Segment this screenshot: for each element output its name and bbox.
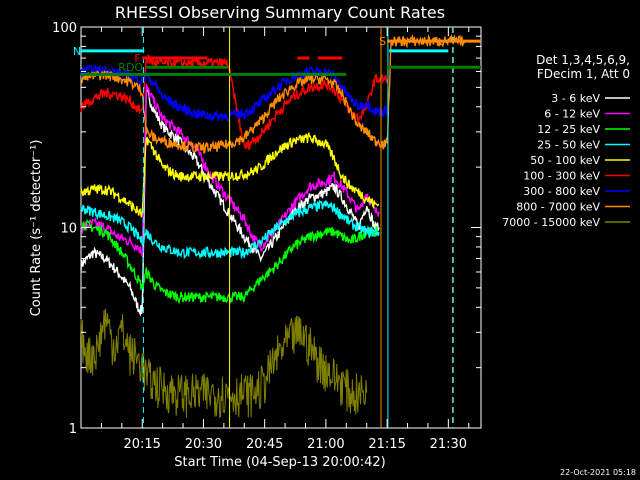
y-axis-label: Count Rate (s⁻¹ detector⁻¹) [29,140,44,317]
flag-label-4: N [73,45,81,58]
legend-label: 800 - 7000 keV [516,201,600,214]
x-tick-label: 21:15 [368,437,405,452]
y-axis: 1 10 100 [52,21,481,437]
y-tick-label: 10 [60,222,77,237]
x-axis-label: Start Time (04-Sep-13 20:00:42) [174,455,385,470]
footer-date: 22-Oct-2021 05:18 [560,468,636,477]
x-axis: 20:15 20:30 20:45 21:00 21:15 21:30 [100,27,470,452]
legend-entry: 300 - 800 keV [523,185,630,198]
series-line-9 [80,308,368,419]
x-tick-label: 21:00 [307,437,344,452]
legend-entry: 100 - 300 keV [523,170,630,183]
flag-label-6: S [379,35,386,48]
series-line-6 [80,54,388,151]
y-tick-label: 100 [52,21,77,36]
legend-header-line-2: FDecim 1, Att 0 [537,67,630,81]
legend-label: 300 - 800 keV [523,185,600,198]
legend-header-line-1: Det 1,3,4,5,6,9, [536,53,630,67]
legend-label: 50 - 100 keV [530,154,600,167]
x-tick-label: 20:45 [246,437,283,452]
y-tick-label: 1 [69,422,77,437]
x-tick-label: 20:15 [123,437,160,452]
legend-label: 12 - 25 keV [537,123,600,136]
legend-label: 6 - 12 keV [544,108,600,121]
legend: Det 1,3,4,5,6,9, FDecim 1, Att 0 3 - 6 k… [502,53,630,229]
legend-entry: 50 - 100 keV [530,154,630,167]
x-tick-label: 20:30 [185,437,222,452]
chart-title: RHESSI Observing Summary Count Rates [115,3,445,22]
legend-entry: 7000 - 15000 keV [502,216,630,229]
legend-label: 3 - 6 keV [551,92,600,105]
plot-area: F N S RDO [73,26,482,429]
legend-label: 25 - 50 keV [537,139,600,152]
legend-label: 7000 - 15000 keV [502,216,600,229]
legend-label: 100 - 300 keV [523,170,600,183]
flag-label-1: F [134,52,140,65]
legend-entry: 12 - 25 keV [537,123,630,136]
series-line-7 [80,64,388,123]
flag-label-7: RDO [118,61,143,74]
legend-entry: 6 - 12 keV [544,108,630,121]
legend-entry: 800 - 7000 keV [516,201,630,214]
legend-entry: 25 - 50 keV [537,139,630,152]
x-tick-label: 21:30 [430,437,467,452]
legend-entry: 3 - 6 keV [551,92,630,105]
series-line-8 [80,33,466,155]
